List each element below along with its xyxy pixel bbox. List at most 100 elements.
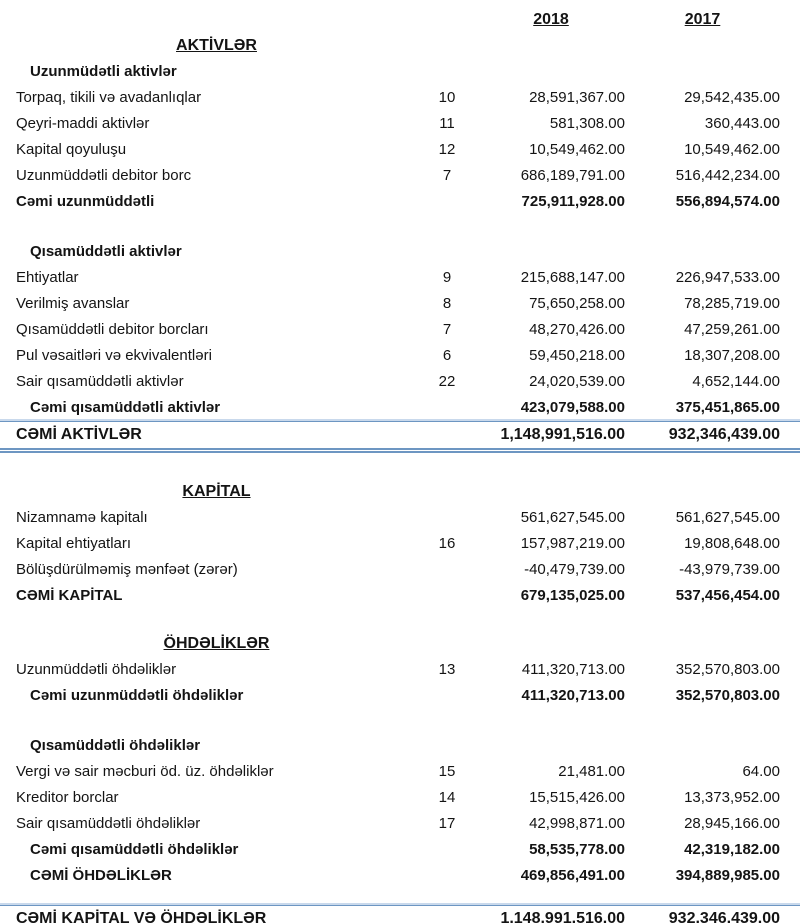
row-value-2018: 58,535,778.00	[529, 841, 625, 858]
section-header-aktivler: AKTİVLƏR	[0, 33, 800, 59]
table-row: Uzunmüddətli debitor borc 7 686,189,791.…	[0, 163, 800, 189]
row-note: 8	[442, 295, 452, 312]
row-label: Cəmi uzunmüddətli öhdəliklər	[30, 687, 244, 704]
row-value-2017: 352,570,803.00	[675, 661, 780, 678]
column-header-row: 2018 2017	[0, 6, 800, 33]
row-value-2018: 15,515,426.00	[529, 789, 625, 806]
row-note: 7	[442, 321, 452, 338]
row-label: Bölüşdürülməmiş mənfəət (zərər)	[16, 561, 238, 578]
section-spacer	[0, 709, 800, 733]
row-value-2017: 556,894,574.00	[675, 193, 780, 210]
table-row: Sair qısamüddətli aktivlər 22 24,020,539…	[0, 369, 800, 395]
row-label: Cəmi qısamüddətli öhdəliklər	[30, 841, 239, 858]
row-value-2018: 24,020,539.00	[529, 373, 625, 390]
row-value-2017: 561,627,545.00	[675, 509, 780, 526]
row-value-2018: 1,148,991,516.00	[500, 910, 625, 923]
row-label: Sair qısamüddətli öhdəliklər	[16, 815, 201, 832]
row-value-2017: 18,307,208.00	[684, 347, 780, 364]
row-note: 12	[438, 141, 456, 158]
row-label: Uzunmüddətli debitor borc	[16, 167, 192, 184]
row-value-2018: 561,627,545.00	[520, 509, 625, 526]
row-note: 15	[438, 763, 456, 780]
table-row: Pul vəsaitləri və ekvivalentləri 6 59,45…	[0, 343, 800, 369]
table-row: Ehtiyatlar 9 215,688,147.00 226,947,533.…	[0, 265, 800, 291]
row-value-2018: 411,320,713.00	[521, 661, 625, 678]
row-label: Cəmi qısamüddətli aktivlər	[30, 399, 221, 416]
row-note: 9	[442, 269, 452, 286]
row-label: CƏMİ KAPİTAL VƏ ÖHDƏLİKLƏR	[16, 910, 267, 923]
row-value-2017: 29,542,435.00	[684, 89, 780, 106]
table-row: Vergi və sair məcburi öd. üz. öhdəliklər…	[0, 759, 800, 785]
subtotal-row-ohdelikler: CƏMİ ÖHDƏLİKLƏR 469,856,491.00 394,889,9…	[0, 863, 800, 889]
row-note: 22	[438, 373, 456, 390]
row-value-2018: 725,911,928.00	[521, 193, 625, 210]
subsection-header-uzunmudetli-aktivler: Uzunmüdətli aktivlər	[0, 59, 800, 85]
row-value-2017: 932,346,439.00	[668, 910, 780, 923]
row-label: Cəmi uzunmüddətli	[16, 193, 155, 210]
row-value-2018: 1,148,991,516.00	[500, 426, 625, 443]
row-label: Vergi və sair məcburi öd. üz. öhdəliklər	[16, 763, 274, 780]
row-value-2018: 686,189,791.00	[520, 167, 625, 184]
row-value-2017: 19,808,648.00	[684, 535, 780, 552]
table-row: Torpaq, tikili və avadanlıqlar 10 28,591…	[0, 85, 800, 111]
table-row: Kreditor borclar 14 15,515,426.00 13,373…	[0, 785, 800, 811]
row-value-2017: 13,373,952.00	[684, 789, 780, 806]
row-value-2017: 932,346,439.00	[668, 426, 780, 443]
table-row: Qısamüddətli debitor borcları 7 48,270,4…	[0, 317, 800, 343]
row-note: 13	[438, 661, 456, 678]
row-note: 11	[439, 115, 455, 132]
row-value-2017: 516,442,234.00	[675, 167, 780, 184]
row-value-2017: 394,889,985.00	[675, 867, 780, 884]
row-value-2018: 59,450,218.00	[529, 347, 625, 364]
row-note: 14	[438, 789, 456, 806]
table-row: Nizamnamə kapitalı 561,627,545.00 561,62…	[0, 505, 800, 531]
row-label: Kapital qoyuluşu	[16, 141, 127, 158]
row-value-2017: 360,443.00	[704, 115, 780, 132]
row-note: 7	[442, 167, 452, 184]
grand-total-row-kapital-ve-ohdelikler: CƏMİ KAPİTAL VƏ ÖHDƏLİKLƏR 1,148,991,516…	[0, 905, 800, 923]
section-spacer	[0, 215, 800, 239]
column-header-2018-cell: 2018	[477, 7, 625, 33]
row-value-2018: 42,998,871.00	[529, 815, 625, 832]
section-header-ohdelikler: ÖHDƏLİKLƏR	[0, 631, 800, 657]
subtotal-row-uzunmuddetli-ohdelikler: Cəmi uzunmüddətli öhdəliklər 411,320,713…	[0, 683, 800, 709]
table-row: Qeyri-maddi aktivlər 11 581,308.00 360,4…	[0, 111, 800, 137]
row-label: Qeyri-maddi aktivlər	[16, 115, 150, 132]
subtotal-row-qisamuddetli-aktivler: Cəmi qısamüddətli aktivlər 423,079,588.0…	[0, 395, 800, 421]
table-row: Verilmiş avanslar 8 75,650,258.00 78,285…	[0, 291, 800, 317]
row-label: CƏMİ ÖHDƏLİKLƏR	[30, 867, 172, 884]
row-value-2017: 352,570,803.00	[675, 687, 780, 704]
row-value-2017: 10,549,462.00	[684, 141, 780, 158]
subsection-header-qisamuddetli-aktivler: Qısamüddətli aktivlər	[0, 239, 800, 265]
row-note: 6	[442, 347, 452, 364]
row-label: CƏMİ KAPİTAL	[16, 587, 123, 604]
row-label: CƏMİ AKTİVLƏR	[16, 426, 142, 443]
row-value-2017: 64.00	[742, 763, 780, 780]
row-value-2018: 21,481.00	[558, 763, 625, 780]
section-spacer	[0, 453, 800, 479]
row-value-2018: 75,650,258.00	[529, 295, 625, 312]
subtotal-row-kapital: CƏMİ KAPİTAL 679,135,025.00 537,456,454.…	[0, 583, 800, 609]
row-value-2017: -43,979,739.00	[679, 561, 780, 578]
row-value-2018: -40,479,739.00	[524, 561, 625, 578]
row-value-2017: 47,259,261.00	[684, 321, 780, 338]
row-label: Uzunmüddətli öhdəliklər	[16, 661, 177, 678]
row-label: Kreditor borclar	[16, 789, 119, 806]
row-label: Nizamnamə kapitalı	[16, 509, 148, 526]
row-label: Qısamüddətli debitor borcları	[16, 321, 209, 338]
row-note: 16	[438, 535, 456, 552]
row-label: Kapital ehtiyatları	[16, 535, 132, 552]
row-value-2017: 42,319,182.00	[684, 841, 780, 858]
table-row: Kapital qoyuluşu 12 10,549,462.00 10,549…	[0, 137, 800, 163]
row-value-2018: 215,688,147.00	[520, 269, 625, 286]
table-row: Sair qısamüddətli öhdəliklər 17 42,998,8…	[0, 811, 800, 837]
row-label: Verilmiş avanslar	[16, 295, 130, 312]
column-header-2018: 2018	[533, 10, 569, 28]
row-value-2018: 581,308.00	[549, 115, 625, 132]
row-value-2018: 48,270,426.00	[529, 321, 625, 338]
row-label: Sair qısamüddətli aktivlər	[16, 373, 184, 390]
subsection-header-qisamuddetli-ohdelikler: Qısamüddətli öhdəliklər	[0, 733, 800, 759]
column-header-2017-cell: 2017	[625, 7, 780, 33]
row-value-2017: 537,456,454.00	[675, 587, 780, 604]
